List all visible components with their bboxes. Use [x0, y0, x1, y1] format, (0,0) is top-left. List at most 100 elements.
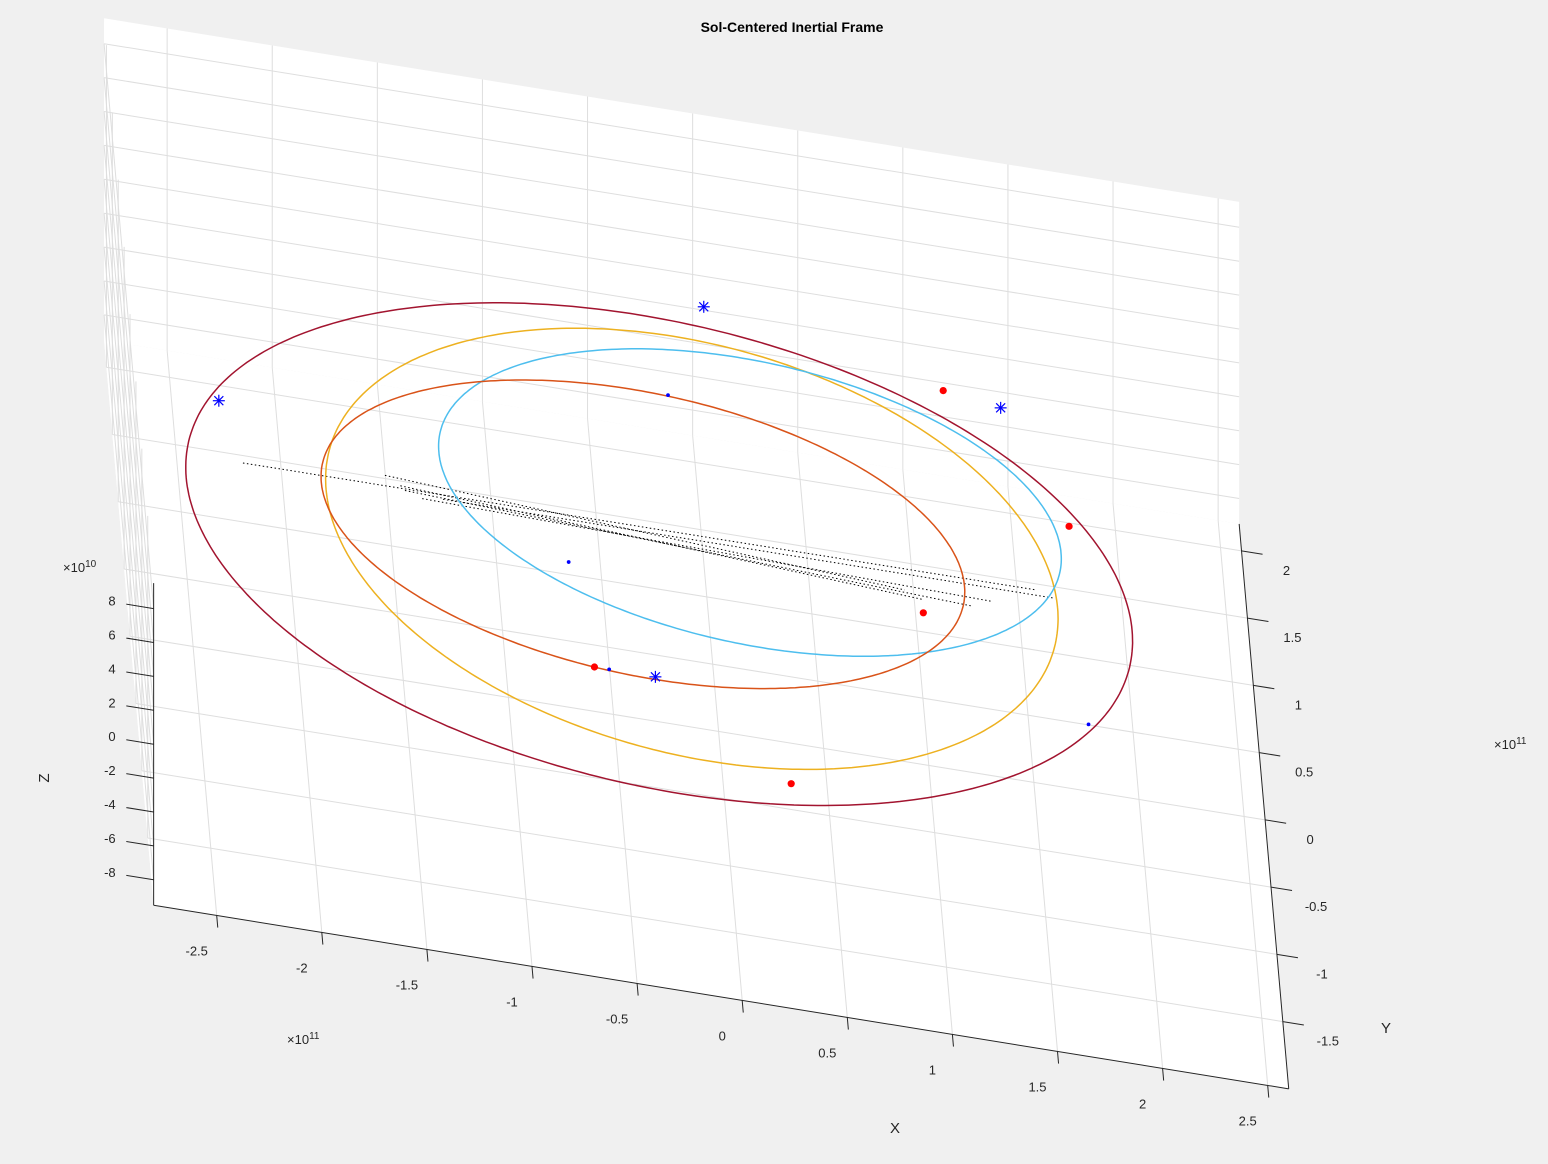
y-exponent-label: ×1011 [1494, 736, 1527, 752]
red-dot-marker [590, 663, 599, 671]
asterisk-marker [649, 670, 662, 683]
x-tick-label: 0.5 [818, 1045, 836, 1060]
y-ticks: -1.5 -1 -0.5 0 0.5 1 1.5 2 [1241, 550, 1339, 1049]
orbit-line [320, 379, 966, 690]
y-axis-label: Y [1381, 1020, 1391, 1037]
y-tick-label: -0.5 [1305, 899, 1327, 914]
connector-line [442, 498, 1053, 599]
grid-line-z-side [103, 145, 155, 711]
red-dot-marker [787, 780, 795, 788]
grid-line-z-side [103, 314, 155, 880]
grid-line-z-back [104, 178, 1240, 364]
x-tick-mark [951, 1034, 954, 1047]
x-tick-mark [846, 1017, 849, 1030]
grid-line-z-back [104, 314, 1240, 499]
blue-dot-marker [607, 667, 612, 672]
grid-line-z-side [103, 43, 155, 609]
asterisk-marker [697, 300, 710, 313]
z-tick-mark [126, 739, 154, 745]
marker-points [212, 300, 1091, 788]
x-tick-mark [426, 949, 429, 962]
y-tick-mark [1282, 1021, 1304, 1026]
x-ticks: -2.5 -2 -1.5 -1 -0.5 0 0.5 1 1.5 2 2.5 [185, 915, 1270, 1128]
orbit-line [437, 348, 1063, 658]
x-tick-mark [1057, 1051, 1060, 1064]
grid-line-z-back [104, 111, 1240, 296]
z-tick-mark [126, 705, 154, 711]
chart-title: Sol-Centered Inertial Frame [701, 19, 884, 35]
grid-line-z-back [104, 77, 1240, 262]
grid-line-z-side [103, 179, 155, 745]
y-axis-line [1238, 523, 1290, 1089]
grid-line-y-floor [135, 702, 1272, 888]
svg-text:×1011: ×1011 [1494, 736, 1527, 752]
z-tick-label: 6 [108, 628, 115, 643]
z-tick-label: 0 [108, 729, 115, 744]
y-tick-label: 2 [1283, 563, 1290, 578]
y-tick-mark [1276, 953, 1299, 959]
blue-dot-marker [666, 393, 670, 398]
x-tick-label: -2.5 [185, 943, 207, 958]
x-tick-mark [636, 983, 639, 996]
y-tick-mark [1265, 819, 1287, 824]
z-tick-label: -4 [104, 797, 116, 812]
y-tick-label: 0 [1307, 832, 1314, 847]
x-tick-label: -1.5 [396, 977, 418, 992]
grid-line-y-floor [124, 568, 1260, 754]
asterisk-marker [212, 394, 225, 407]
grid-line-z-back [104, 212, 1240, 398]
y-tick-mark [1241, 550, 1263, 555]
grid-line-z-back [104, 43, 1240, 228]
x-axis-label: X [890, 1120, 900, 1137]
grid-line-z-side [103, 213, 155, 779]
x-tick-label: -1 [506, 994, 518, 1009]
y-tick-label: -1 [1316, 966, 1328, 981]
z-tick-label: -8 [104, 865, 116, 880]
grid-line-z-back [104, 280, 1240, 466]
x-tick-label: 1.5 [1028, 1079, 1046, 1094]
grid-line-y-floor [112, 433, 1248, 619]
z-tick-label: 4 [108, 661, 115, 676]
x-tick-label: 2 [1139, 1096, 1146, 1111]
x-tick-label: 1 [929, 1062, 936, 1077]
grid-line-z-back [104, 144, 1240, 330]
x-tick-mark [1162, 1068, 1165, 1081]
connector-line [422, 498, 991, 602]
red-dot-marker [1065, 522, 1073, 530]
orbit-line [185, 302, 1134, 807]
x-tick-mark [216, 915, 219, 928]
grid-line-y-floor [147, 837, 1283, 1023]
red-dot-marker [919, 609, 927, 617]
connector-lines [242, 462, 1053, 607]
z-tick-label: -6 [104, 831, 116, 846]
grid-line-y-floor [141, 770, 1277, 955]
x-exponent-label: ×1011 [287, 1031, 320, 1047]
y-tick-label: 1.5 [1283, 630, 1301, 645]
z-tick-label: 8 [108, 594, 115, 609]
z-tick-mark [126, 637, 154, 643]
floor-panel [104, 340, 1289, 1089]
svg-text:×1010: ×1010 [63, 559, 97, 575]
grid-lines [103, 28, 1283, 1086]
grid-line-z-side [103, 77, 155, 643]
z-axis-label: Z [36, 773, 53, 782]
grid-line-y-floor [118, 501, 1254, 686]
red-dot-marker [939, 387, 947, 395]
z-exponent-label: ×1010 [63, 559, 97, 575]
connector-line [400, 485, 923, 600]
x-tick-label: -2 [296, 960, 308, 975]
y-tick-mark [1270, 886, 1293, 891]
x-axis-line [153, 904, 1289, 1090]
orbit-series [185, 302, 1134, 807]
grid-line-z-side [103, 247, 155, 813]
y-tick-label: -1.5 [1317, 1034, 1339, 1049]
y-tick-mark [1259, 752, 1281, 757]
blue-dot-marker [566, 560, 571, 564]
z-tick-mark [126, 840, 154, 847]
z-tick-mark [126, 671, 154, 677]
svg-text:×1011: ×1011 [287, 1031, 320, 1047]
grid-line-y-floor [106, 366, 1242, 552]
z-tick-label: 2 [108, 695, 115, 710]
z-ticks: -8 -6 -4 -2 0 2 4 6 8 [104, 594, 154, 881]
